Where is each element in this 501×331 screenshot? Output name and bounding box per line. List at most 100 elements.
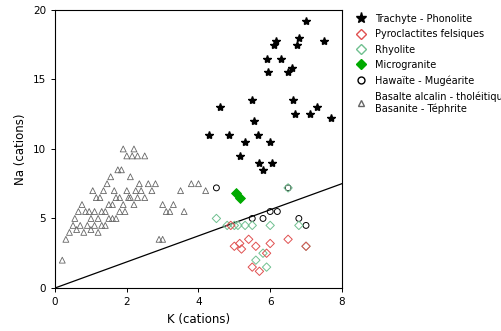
Point [137, 188, 145, 193]
Point [76, 223, 84, 228]
Point [78, 202, 86, 207]
Point [69, 223, 77, 228]
Point [135, 181, 143, 186]
Point [302, 223, 310, 228]
Point [295, 223, 303, 228]
Point [259, 251, 267, 256]
Point [112, 195, 120, 200]
Point [119, 202, 127, 207]
Point [96, 195, 104, 200]
Point [119, 146, 127, 152]
Point [130, 146, 138, 152]
Point [87, 216, 95, 221]
Point [116, 209, 124, 214]
Point [66, 230, 74, 235]
Point [58, 258, 66, 263]
Point [302, 244, 310, 249]
Point [116, 195, 124, 200]
Point [266, 241, 274, 246]
Point [284, 237, 292, 242]
Point [94, 216, 102, 221]
Point [105, 216, 113, 221]
Point [87, 227, 95, 232]
Point [244, 237, 253, 242]
Point [232, 191, 240, 196]
Point [169, 202, 177, 207]
Point [212, 216, 220, 221]
Point [248, 264, 256, 270]
Point [98, 223, 106, 228]
Point [248, 223, 256, 228]
Point [107, 174, 115, 179]
Point [266, 223, 274, 228]
Point [91, 209, 99, 214]
Point [159, 237, 167, 242]
Point [126, 174, 134, 179]
Point [82, 209, 90, 214]
Legend: Trachyte - Phonolite, Pyroclactites felsiques, Rhyolite, Microgranite, Hawaïte -: Trachyte - Phonolite, Pyroclactites fels… [348, 10, 501, 118]
Point [91, 223, 99, 228]
Point [103, 181, 111, 186]
Point [252, 244, 260, 249]
Point [62, 237, 70, 242]
Point [141, 153, 149, 159]
Point [75, 209, 83, 214]
Point [108, 202, 116, 207]
Point [266, 209, 274, 214]
Point [92, 195, 100, 200]
Point [212, 185, 220, 191]
Point [159, 202, 167, 207]
Point [134, 153, 142, 159]
Point [162, 209, 170, 214]
Point [234, 223, 242, 228]
Point [166, 209, 174, 214]
Point [237, 246, 245, 252]
Point [194, 181, 202, 186]
Point [230, 223, 238, 228]
Point [101, 223, 109, 228]
Y-axis label: Na (cations): Na (cations) [14, 113, 27, 185]
Point [73, 227, 81, 232]
Point [117, 167, 125, 172]
Point [100, 188, 108, 193]
Point [302, 244, 310, 249]
X-axis label: K (cations): K (cations) [167, 312, 230, 326]
Point [123, 188, 131, 193]
Point [148, 188, 156, 193]
Point [227, 223, 235, 228]
Point [89, 188, 97, 193]
Point [128, 153, 136, 159]
Point [98, 209, 106, 214]
Point [132, 188, 140, 193]
Point [256, 269, 264, 274]
Point [187, 181, 195, 186]
Point [85, 209, 93, 214]
Point [274, 209, 282, 214]
Point [263, 251, 271, 256]
Point [151, 181, 159, 186]
Point [123, 153, 131, 159]
Point [252, 258, 260, 263]
Point [141, 195, 149, 200]
Point [155, 237, 163, 242]
Point [235, 195, 243, 200]
Point [230, 244, 238, 249]
Point [114, 167, 122, 172]
Point [259, 216, 267, 221]
Point [110, 188, 118, 193]
Point [83, 223, 91, 228]
Point [80, 230, 88, 235]
Point [108, 216, 116, 221]
Point [94, 230, 102, 235]
Point [176, 188, 184, 193]
Point [263, 264, 271, 270]
Point [112, 216, 120, 221]
Point [223, 223, 231, 228]
Point [121, 209, 129, 214]
Point [71, 216, 79, 221]
Point [295, 216, 303, 221]
Point [180, 209, 188, 214]
Point [235, 241, 243, 246]
Point [125, 195, 133, 200]
Point [241, 223, 249, 228]
